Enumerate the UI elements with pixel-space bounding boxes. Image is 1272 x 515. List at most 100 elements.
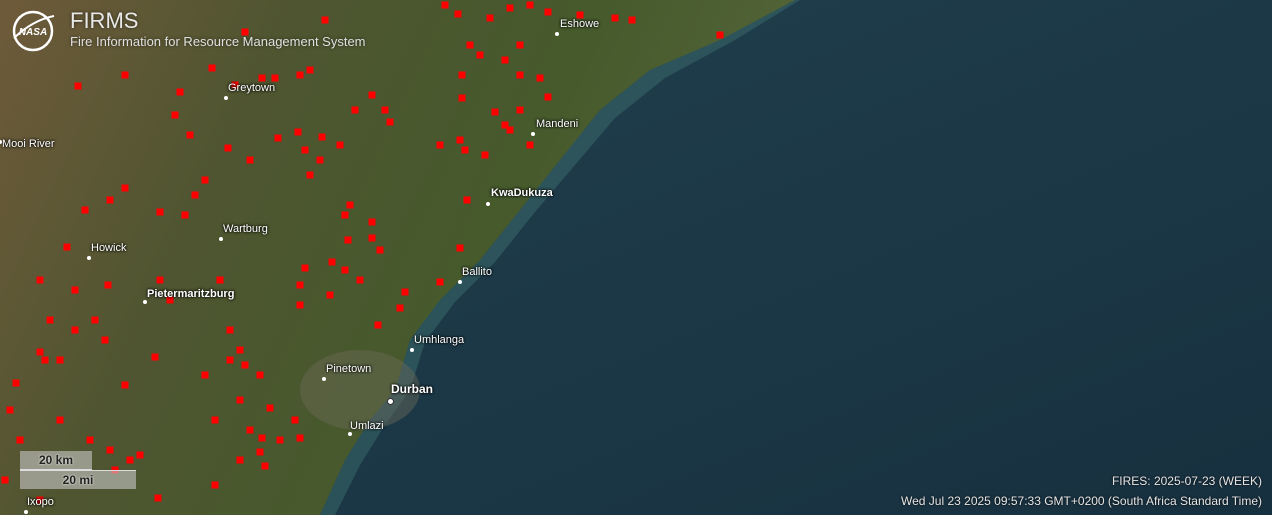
fire-point[interactable] [226, 356, 234, 364]
fire-point[interactable] [466, 41, 474, 49]
fire-point[interactable] [576, 11, 584, 19]
fire-point[interactable] [241, 361, 249, 369]
fire-point[interactable] [71, 286, 79, 294]
fire-point[interactable] [121, 184, 129, 192]
fire-point[interactable] [191, 191, 199, 199]
fire-point[interactable] [181, 211, 189, 219]
fire-point[interactable] [516, 71, 524, 79]
fire-point[interactable] [436, 278, 444, 286]
fire-point[interactable] [301, 264, 309, 272]
fire-point[interactable] [328, 258, 336, 266]
fire-point[interactable] [6, 406, 14, 414]
fire-point[interactable] [71, 326, 79, 334]
fire-point[interactable] [341, 266, 349, 274]
fire-point[interactable] [176, 88, 184, 96]
fire-point[interactable] [86, 436, 94, 444]
fire-point[interactable] [276, 436, 284, 444]
fire-point[interactable] [544, 8, 552, 16]
fire-point[interactable] [341, 211, 349, 219]
fire-point[interactable] [306, 66, 314, 74]
fire-point[interactable] [351, 106, 359, 114]
fire-point[interactable] [458, 71, 466, 79]
fire-point[interactable] [368, 218, 376, 226]
fire-point[interactable] [136, 451, 144, 459]
fire-point[interactable] [271, 74, 279, 82]
fire-point[interactable] [336, 141, 344, 149]
fire-point[interactable] [486, 14, 494, 22]
fire-point[interactable] [266, 404, 274, 412]
fire-point[interactable] [156, 208, 164, 216]
fire-point[interactable] [16, 436, 24, 444]
fire-point[interactable] [296, 71, 304, 79]
fire-point[interactable] [36, 276, 44, 284]
fire-point[interactable] [201, 176, 209, 184]
fire-point[interactable] [526, 1, 534, 9]
fire-point[interactable] [63, 243, 71, 251]
fire-point[interactable] [81, 206, 89, 214]
fire-point[interactable] [401, 288, 409, 296]
fire-point[interactable] [296, 301, 304, 309]
fire-point[interactable] [454, 10, 462, 18]
fire-point[interactable] [261, 462, 269, 470]
fire-point[interactable] [374, 321, 382, 329]
fire-point[interactable] [516, 106, 524, 114]
fire-point[interactable] [344, 236, 352, 244]
fire-point[interactable] [396, 304, 404, 312]
fire-point[interactable] [151, 353, 159, 361]
fire-point[interactable] [481, 151, 489, 159]
fire-point[interactable] [291, 416, 299, 424]
fire-point[interactable] [171, 111, 179, 119]
fire-point[interactable] [258, 74, 266, 82]
fire-point[interactable] [476, 51, 484, 59]
fire-point[interactable] [126, 456, 134, 464]
fire-point[interactable] [41, 356, 49, 364]
fire-point[interactable] [36, 348, 44, 356]
fire-point[interactable] [318, 133, 326, 141]
fire-point[interactable] [186, 131, 194, 139]
fire-point[interactable] [154, 494, 162, 502]
fire-point[interactable] [321, 16, 329, 24]
fire-point[interactable] [381, 106, 389, 114]
fire-point[interactable] [246, 156, 254, 164]
fire-point[interactable] [716, 31, 724, 39]
fire-point[interactable] [501, 56, 509, 64]
fire-point[interactable] [224, 144, 232, 152]
fire-point[interactable] [306, 171, 314, 179]
fire-point[interactable] [611, 14, 619, 22]
fire-point[interactable] [441, 1, 449, 9]
fire-point[interactable] [156, 276, 164, 284]
fire-point[interactable] [208, 64, 216, 72]
fire-point[interactable] [526, 141, 534, 149]
fire-point[interactable] [236, 346, 244, 354]
fire-point[interactable] [231, 81, 239, 89]
fire-point[interactable] [101, 336, 109, 344]
fire-point[interactable] [628, 16, 636, 24]
fire-point[interactable] [74, 82, 82, 90]
fire-point[interactable] [456, 136, 464, 144]
fire-point[interactable] [506, 4, 514, 12]
fire-point[interactable] [456, 244, 464, 252]
fire-point[interactable] [211, 416, 219, 424]
fire-point[interactable] [36, 496, 44, 504]
fire-point[interactable] [256, 371, 264, 379]
fire-point[interactable] [368, 234, 376, 242]
fire-point[interactable] [211, 481, 219, 489]
fire-point[interactable] [241, 28, 249, 36]
fire-point[interactable] [56, 356, 64, 364]
fire-point[interactable] [258, 434, 266, 442]
fire-point[interactable] [491, 108, 499, 116]
fire-point[interactable] [461, 146, 469, 154]
fire-point[interactable] [356, 276, 364, 284]
fire-point[interactable] [506, 126, 514, 134]
fire-point[interactable] [544, 93, 552, 101]
fire-point[interactable] [296, 434, 304, 442]
fire-point[interactable] [346, 201, 354, 209]
fire-point[interactable] [106, 446, 114, 454]
fire-point[interactable] [296, 281, 304, 289]
fire-point[interactable] [12, 379, 20, 387]
fire-point[interactable] [91, 316, 99, 324]
fire-point[interactable] [166, 296, 174, 304]
fire-point[interactable] [294, 128, 302, 136]
fire-point[interactable] [463, 196, 471, 204]
